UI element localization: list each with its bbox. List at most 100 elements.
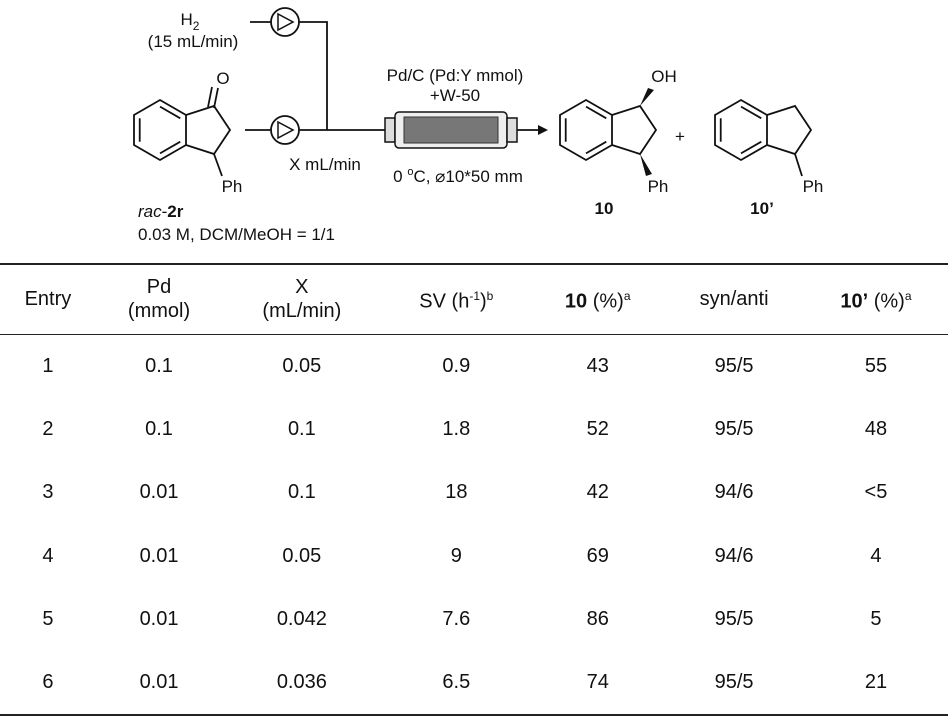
table-cell: 0.01 — [139, 608, 179, 631]
header-text: X — [295, 276, 309, 299]
header-bold: 10 — [564, 291, 588, 314]
h2-sub: 2 — [193, 19, 200, 33]
table-cell: 0.036 — [276, 671, 327, 694]
ring — [185, 104, 232, 156]
table-cell: 0.1 — [287, 417, 316, 440]
results-table: Entry Pd (mmol) X (mL/min) SV (h-1)b 10 (%)a sy… — [0, 263, 948, 716]
table-cell: 21 — [864, 671, 888, 694]
bond — [213, 87, 219, 109]
footnote-mark: b — [486, 289, 494, 304]
header-text: syn/anti — [699, 288, 769, 311]
hydroxyl: OH — [651, 67, 677, 86]
table-cell: 94/6 — [714, 544, 754, 567]
table-cell: 48 — [864, 417, 888, 440]
double-bond — [740, 105, 762, 120]
catalyst: Pd/C (Pd:Y mmol) — [387, 66, 524, 85]
h2-main: H — [181, 10, 193, 29]
pump-icon — [277, 120, 295, 140]
table-cell: 0.1 — [145, 417, 173, 440]
table-cell: 95/5 — [714, 354, 754, 377]
table-cell: 0.05 — [282, 354, 322, 377]
table-row: 5 0.01 0.042 7.6 86 95/5 5 — [0, 588, 948, 652]
table-cell: 0.1 — [145, 354, 173, 377]
double-bond — [585, 140, 607, 155]
table-cell: 4 — [870, 544, 882, 567]
pump — [270, 115, 300, 145]
table-cell: 3 — [42, 481, 54, 504]
table-cell: 74 — [586, 671, 609, 694]
table-cell: 69 — [586, 544, 609, 567]
pump-icon — [277, 12, 295, 32]
table-cell: 9 — [450, 544, 462, 567]
substrate-dash: - — [162, 202, 168, 221]
double-bond — [740, 140, 762, 155]
product-label: 10 — [595, 199, 614, 218]
arrow-head — [538, 125, 548, 135]
substrate-italic: rac — [138, 202, 162, 221]
h2-flow: (15 mL/min) — [148, 32, 239, 51]
table-cell: 0.01 — [139, 544, 179, 567]
phenyl: Ph — [648, 177, 669, 196]
table-cell: 0.042 — [276, 608, 327, 631]
header-cell: syn/anti — [664, 264, 804, 334]
wedge-bond — [640, 154, 652, 176]
conditions-sup: o — [407, 166, 413, 178]
table-cell: 95/5 — [714, 608, 754, 631]
phenyl: Ph — [222, 177, 243, 196]
header-text: (%) — [868, 291, 905, 314]
header-cell: Pd (mmol) — [96, 264, 222, 334]
double-bond — [159, 140, 181, 155]
header-row: Entry Pd (mmol) X (mL/min) SV (h-1)b 10 (%)a sy… — [0, 264, 948, 334]
conditions-pre: 0 — [393, 167, 407, 186]
table-cell: 18 — [445, 481, 468, 504]
table-cell: 1 — [42, 354, 54, 377]
header-text: (mmol) — [127, 300, 191, 323]
ring — [714, 98, 768, 162]
table-cell: 2 — [42, 417, 54, 440]
reaction-scheme: H2 (15 mL/min) X mL/min Pd/C (Pd:Y mmol)… — [133, 7, 824, 244]
footnote-mark: a — [623, 289, 631, 304]
conditions-post: C, ⌀10*50 mm — [413, 167, 522, 186]
double-bond — [159, 105, 181, 120]
table-row: 1 0.1 0.05 0.9 43 95/5 55 — [0, 334, 948, 398]
table-cell: 52 — [586, 417, 609, 440]
table-cell: <5 — [864, 481, 888, 504]
table-cell: 5 — [42, 608, 54, 631]
table-cell: 6 — [42, 671, 54, 694]
wedge-bond — [640, 88, 654, 106]
concentration: 0.03 M, DCM/MeOH = 1/1 — [138, 225, 335, 244]
table-cell: 86 — [586, 608, 609, 631]
table-cell: 95/5 — [714, 671, 754, 694]
header-text: (%) — [587, 291, 624, 314]
conditions: 0 oC, ⌀10*50 mm — [393, 166, 523, 186]
table-cell: 42 — [586, 481, 609, 504]
substrate-bold: 2r — [167, 202, 183, 221]
header-text: SV (h — [419, 291, 470, 314]
ring — [133, 98, 187, 162]
header-text: Pd — [146, 276, 172, 299]
carbonyl-o: O — [216, 69, 229, 88]
phenyl: Ph — [803, 177, 824, 196]
additive: +W-50 — [430, 86, 480, 105]
product-label: 10’ — [750, 199, 774, 218]
bond — [794, 153, 803, 177]
header-cell: SV (h-1)b — [381, 264, 531, 334]
header-text: (mL/min) — [262, 300, 342, 323]
ring — [611, 104, 658, 156]
column-cap — [384, 117, 396, 143]
table-cell: 94/6 — [714, 481, 754, 504]
table-row: 3 0.01 0.1 18 42 94/6 <5 — [0, 461, 948, 525]
table-row: 6 0.01 0.036 6.5 74 95/5 21 — [0, 652, 948, 715]
ring — [766, 104, 813, 156]
bond — [213, 153, 223, 177]
table-cell: 6.5 — [442, 671, 471, 694]
bond — [207, 86, 213, 108]
substrate-flow: X mL/min — [289, 155, 361, 174]
ring — [559, 98, 613, 162]
flow-line — [299, 21, 328, 130]
table-row: 4 0.01 0.05 9 69 94/6 4 — [0, 525, 948, 589]
table-cell: 4 — [42, 544, 54, 567]
h2-label: H2 — [181, 10, 200, 33]
table-cell: 0.9 — [442, 354, 471, 377]
